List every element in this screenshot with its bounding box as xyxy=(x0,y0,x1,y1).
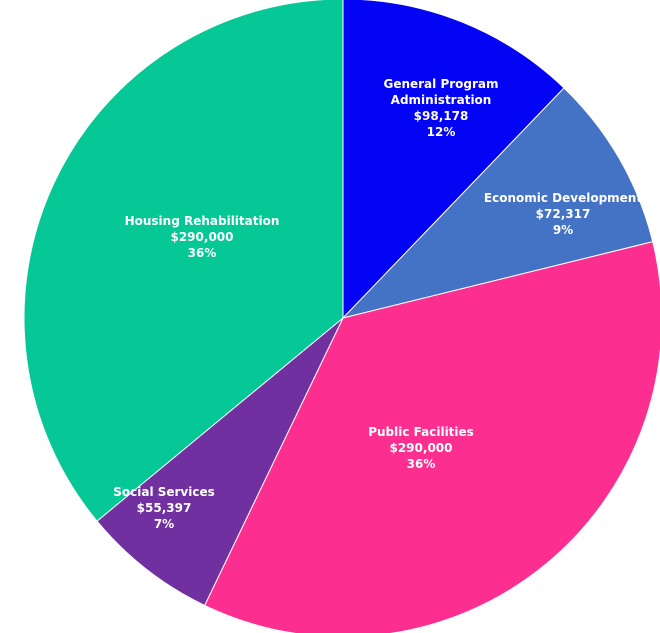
slice-label-line: $290,000 xyxy=(389,441,452,455)
pie-slice-0 xyxy=(342,0,565,320)
slice-label-line: $72,317 xyxy=(536,207,591,221)
slice-label-0: General Program Administration $98,178 12% xyxy=(383,77,498,139)
slice-label-1: Economic Development $72,317 9% xyxy=(484,191,642,237)
pie-slice-4 xyxy=(23,0,344,522)
slice-label-2: Public Facilities $290,000 36% xyxy=(368,425,474,471)
pie-slices xyxy=(23,0,660,633)
slice-label-line: $290,000 xyxy=(170,230,233,244)
slice-label-line: 36% xyxy=(407,457,436,471)
slice-label-line: $98,178 xyxy=(414,109,469,123)
slice-label-line: Housing Rehabilitation xyxy=(125,214,280,228)
pie-slice-2 xyxy=(203,241,660,633)
slice-label-line: Social Services xyxy=(113,485,215,499)
slice-label-line: 9% xyxy=(553,223,573,237)
slice-label-line: $55,397 xyxy=(137,501,192,515)
slice-label-line: 12% xyxy=(427,125,456,139)
pie-labels: General Program Administration $98,178 12% E… xyxy=(113,77,642,531)
slice-label-line: 36% xyxy=(188,246,217,260)
slice-label-line: Administration xyxy=(391,93,492,107)
slice-label-line: Economic Development xyxy=(484,191,642,205)
slice-label-line: 7% xyxy=(154,517,174,531)
slice-label-line: Public Facilities xyxy=(368,425,474,439)
pie-slice-3 xyxy=(96,317,344,607)
slice-label-4: Housing Rehabilitation $290,000 36% xyxy=(125,214,280,260)
slice-label-3: Social Services $55,397 7% xyxy=(113,485,215,531)
slice-label-line: General Program xyxy=(383,77,498,91)
